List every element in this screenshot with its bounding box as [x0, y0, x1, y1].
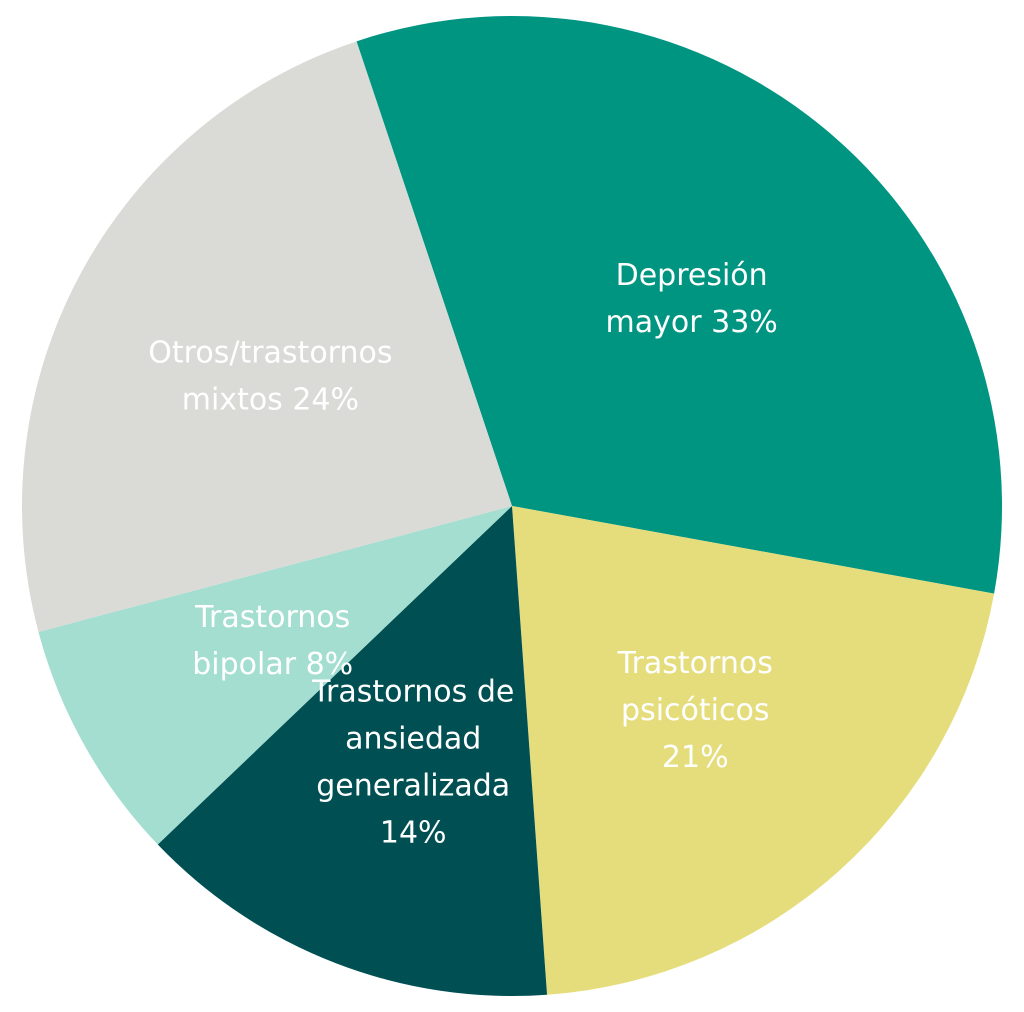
pie-slice-label-2: Trastornos de ansiedad generalizada 14% [311, 675, 514, 851]
pie-slice-label-line: generalizada [316, 769, 510, 804]
pie-slice-label-4: Otros/trastornos mixtos 24% [148, 335, 392, 417]
pie-slice-label-3: Trastornos bipolar 8% [192, 600, 353, 682]
pie-slice-label-line: mixtos 24% [182, 382, 359, 417]
pie-slice-3 [38, 506, 513, 845]
pie-slice-label-line: ansiedad [345, 722, 481, 757]
pie-slice-0 [356, 15, 1003, 594]
pie-slice-label-line: bipolar 8% [192, 647, 353, 682]
pie-slice-label-line: Otros/trastornos [148, 335, 392, 370]
pie-slice-label-line: psicóticos [621, 693, 769, 728]
pie-slice-1 [512, 506, 995, 995]
pie-labels: Depresión mayor 33% Trastornos psicóticos 21… [148, 258, 777, 850]
pie-slice-label-line: mayor 33% [606, 305, 778, 340]
pie-slice-4 [22, 41, 512, 632]
pie-slice-label-line: 14% [380, 816, 447, 851]
pie-slice-label-line: Trastornos de [311, 675, 514, 710]
pie-slices [22, 15, 1003, 996]
pie-slice-label-0: Depresión mayor 33% [606, 258, 778, 340]
pie-slice-2 [157, 506, 548, 996]
pie-slice-label-line: 21% [662, 740, 729, 775]
pie-slice-label-line: Depresión [616, 258, 768, 293]
pie-slice-label-line: Trastornos [617, 646, 773, 681]
pie-slice-label-line: Trastornos [194, 600, 350, 635]
pie-slice-label-1: Trastornos psicóticos 21% [617, 646, 773, 775]
